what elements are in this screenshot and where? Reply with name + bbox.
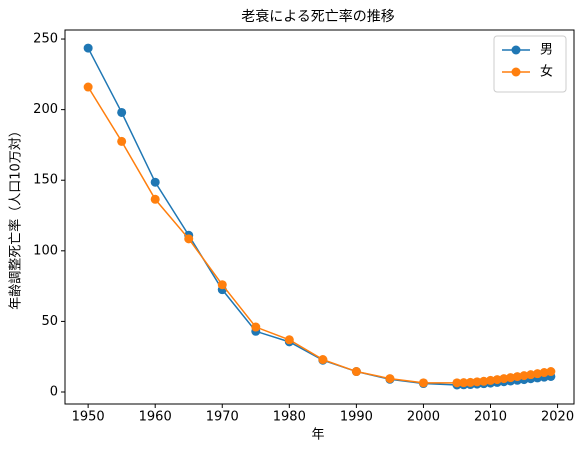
legend-marker [511,67,521,77]
point [150,177,160,187]
point [532,369,542,379]
point [519,371,529,381]
point [506,373,516,383]
point [472,377,482,387]
point [526,370,536,380]
point [217,280,227,290]
legend-label: 男 [540,43,553,58]
x-tick-label: 2010 [474,410,507,425]
y-tick-label: 200 [33,102,58,117]
legend-marker [511,45,521,55]
point [492,375,502,385]
point [459,378,469,388]
x-tick-label: 1960 [139,410,172,425]
chart-title: 老衰による死亡率の推移 [241,8,395,25]
point [479,376,489,386]
x-tick-label: 1980 [273,410,306,425]
series-line [87,47,551,386]
point [499,374,509,384]
point [452,378,462,388]
point [284,335,294,345]
point [465,377,475,387]
series-line [87,86,551,384]
point [486,375,496,385]
legend: 男女 [493,35,567,93]
y-axis-label: 年齢調整死亡率（人口10万対） [8,124,24,310]
legend-label: 女 [540,64,553,80]
point [251,322,261,332]
legend-frame [493,35,567,93]
x-tick-label: 1970 [206,410,239,425]
point [385,374,395,384]
point [184,234,194,244]
point [539,368,549,378]
point [83,43,93,53]
point [117,136,127,146]
point [150,194,160,204]
y-tick-label: 250 [33,32,58,47]
x-tick-label: 2000 [407,410,440,425]
point [418,378,428,388]
y-tick-label: 150 [33,173,58,188]
point [512,372,522,382]
point [83,82,93,92]
y-tick-label: 0 [50,384,58,399]
x-axis-label: 年 [311,428,324,443]
x-tick-label: 2020 [541,410,574,425]
x-tick-label: 1950 [72,410,105,425]
y-tick-label: 50 [41,314,58,329]
point [546,367,556,377]
point [318,355,328,365]
x-tick-label: 1990 [340,410,373,425]
y-tick-label: 100 [33,243,58,258]
point [117,107,127,117]
point [351,367,361,377]
plot-frame [64,29,575,405]
